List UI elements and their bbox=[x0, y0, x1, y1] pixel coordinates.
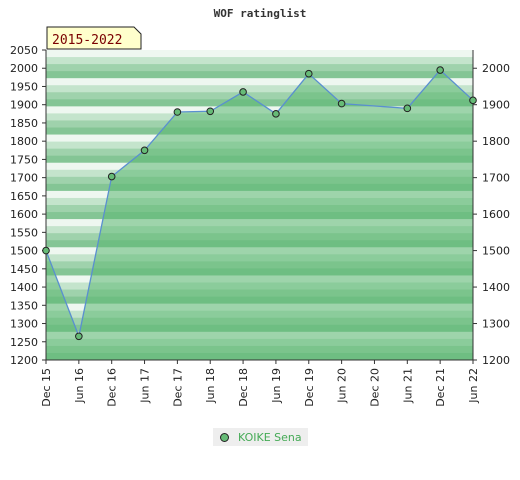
left-tick-label: 1200 bbox=[10, 354, 38, 367]
chart-title: WOF ratinglist bbox=[214, 7, 307, 20]
x-tick-label: Jun 17 bbox=[139, 368, 152, 404]
background-band bbox=[46, 92, 473, 100]
left-tick-label: 1800 bbox=[10, 135, 38, 148]
right-tick-label: 1200 bbox=[482, 354, 510, 367]
background-band bbox=[46, 57, 473, 65]
right-tick-label: 1900 bbox=[482, 99, 510, 112]
data-point bbox=[403, 104, 412, 113]
x-tick-label: Dec 15 bbox=[40, 368, 53, 407]
left-tick-label: 1900 bbox=[10, 99, 38, 112]
x-tick-label: Jun 22 bbox=[467, 368, 480, 404]
left-tick-label: 1500 bbox=[10, 245, 38, 258]
data-point bbox=[75, 332, 83, 341]
data-point bbox=[337, 99, 346, 108]
data-point bbox=[42, 246, 50, 255]
data-point bbox=[469, 96, 477, 105]
legend: KOIKE Sena bbox=[213, 428, 308, 446]
data-point bbox=[304, 69, 313, 78]
left-tick-label: 1450 bbox=[10, 263, 38, 276]
x-tick-label: Jun 20 bbox=[336, 368, 349, 404]
x-tick-label: Jun 21 bbox=[401, 368, 414, 404]
data-point bbox=[272, 110, 280, 118]
data-points bbox=[42, 66, 477, 341]
x-tick-label: Dec 18 bbox=[237, 368, 250, 407]
left-tick-label: 1250 bbox=[10, 336, 38, 349]
x-tick-label: Dec 21 bbox=[434, 368, 447, 407]
x-tick-label: Dec 16 bbox=[106, 368, 119, 407]
data-point bbox=[107, 172, 116, 181]
period-badge-text: 2015-2022 bbox=[52, 33, 122, 48]
left-tick-label: 1700 bbox=[10, 172, 38, 185]
legend-label: KOIKE Sena bbox=[238, 430, 302, 444]
left-tick-label: 1750 bbox=[10, 153, 38, 166]
x-tick-label: Dec 19 bbox=[303, 368, 316, 407]
right-tick-label: 1400 bbox=[482, 281, 510, 294]
left-tick-label: 1400 bbox=[10, 281, 38, 294]
background-band bbox=[46, 71, 473, 79]
left-tick-label: 2000 bbox=[10, 62, 38, 75]
data-point bbox=[173, 108, 182, 116]
x-tick-label: Dec 17 bbox=[171, 368, 184, 407]
axes: 1200 1250 1300 1350 1400 1450 1500 1550 1600 1650… bbox=[10, 44, 510, 407]
background-band bbox=[46, 78, 473, 86]
left-tick-label: 1950 bbox=[10, 80, 38, 93]
data-point bbox=[436, 66, 444, 74]
left-tick-label: 1600 bbox=[10, 208, 38, 221]
background-band bbox=[46, 85, 473, 93]
right-tick-label: 1800 bbox=[482, 135, 510, 148]
left-tick-label: 1550 bbox=[10, 226, 38, 239]
x-tick-label: Dec 20 bbox=[368, 368, 381, 407]
x-tick-label: Jun 19 bbox=[270, 368, 283, 404]
legend-marker-icon bbox=[220, 432, 229, 442]
data-point bbox=[206, 107, 215, 116]
data-point bbox=[239, 88, 247, 96]
right-tick-label: 1600 bbox=[482, 208, 510, 221]
area-fill bbox=[46, 70, 473, 360]
left-tick-label: 1300 bbox=[10, 318, 38, 331]
left-tick-label: 2050 bbox=[10, 44, 38, 57]
right-tick-label: 2000 bbox=[482, 62, 510, 75]
period-badge: 2015-2022 bbox=[46, 26, 142, 50]
background-band bbox=[46, 50, 473, 58]
background-band bbox=[46, 64, 473, 72]
x-tick-label: Jun 18 bbox=[204, 368, 217, 404]
right-tick-label: 1500 bbox=[482, 245, 510, 258]
left-tick-label: 1350 bbox=[10, 299, 38, 312]
right-tick-label: 1700 bbox=[482, 172, 510, 185]
x-tick-label: Jun 16 bbox=[73, 368, 86, 404]
left-tick-label: 1650 bbox=[10, 190, 38, 203]
right-tick-label: 1300 bbox=[482, 318, 510, 331]
data-point bbox=[140, 146, 149, 155]
left-tick-label: 1850 bbox=[10, 117, 38, 130]
